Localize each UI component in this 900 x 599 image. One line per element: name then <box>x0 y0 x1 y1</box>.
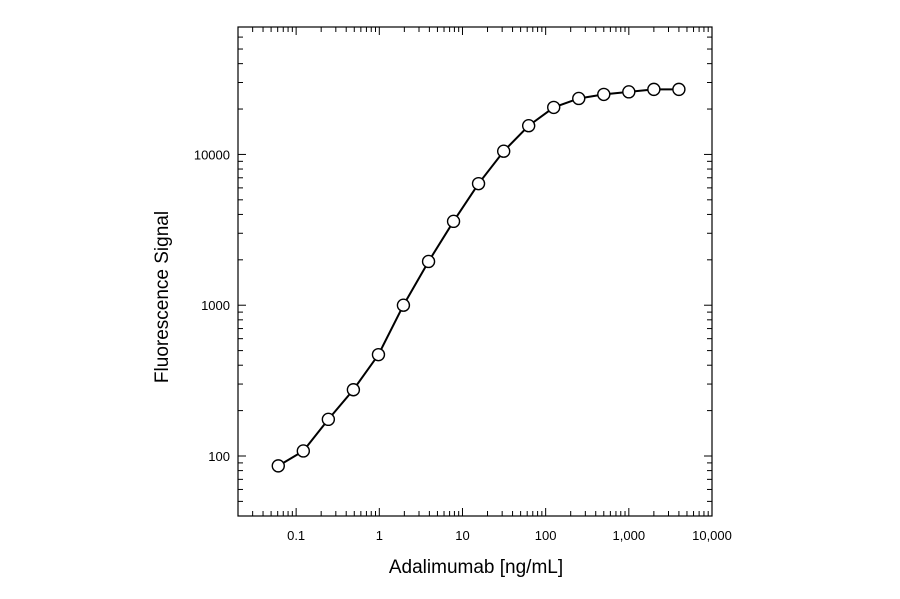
x-tick-label: 1 <box>376 528 383 543</box>
data-point <box>296 444 311 458</box>
data-point <box>271 459 285 473</box>
axes-layer: 0.1 1 10 100 1,000 10,000 100 1000 10000 <box>194 26 732 543</box>
curve-layer <box>277 88 679 467</box>
data-point <box>597 87 611 102</box>
data-point <box>622 85 636 99</box>
plot-frame <box>237 26 713 517</box>
data-point <box>521 119 536 133</box>
x-tick-label: 100 <box>535 528 557 543</box>
x-axis-title: Adalimumab [ng/mL] <box>389 557 563 578</box>
x-tick-label: 1,000 <box>613 528 646 543</box>
data-point <box>421 254 436 269</box>
y-tick-label: 10000 <box>194 147 230 162</box>
x-tick-label: 10,000 <box>692 528 732 543</box>
data-point <box>446 214 461 229</box>
data-point <box>547 100 561 115</box>
data-point <box>572 91 586 106</box>
data-point <box>321 412 336 427</box>
data-point <box>647 82 661 97</box>
data-point <box>471 176 486 191</box>
data-point <box>371 347 386 362</box>
y-axis-title: Fluorescence Signal <box>152 211 173 383</box>
data-point <box>346 383 361 397</box>
points-layer <box>271 82 686 473</box>
data-point <box>396 298 411 312</box>
x-tick-label: 10 <box>455 528 469 543</box>
y-tick-label: 1000 <box>201 298 230 313</box>
y-tick-label: 100 <box>208 449 230 464</box>
x-tick-label: 0.1 <box>287 528 305 543</box>
data-point <box>672 82 686 97</box>
data-point <box>496 144 511 158</box>
series-line <box>277 88 679 467</box>
